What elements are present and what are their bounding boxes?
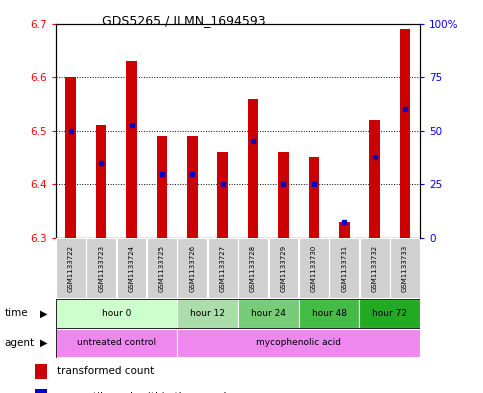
FancyBboxPatch shape [238,239,268,298]
Bar [339,222,350,238]
FancyBboxPatch shape [359,299,420,327]
Text: GSM1133731: GSM1133731 [341,244,347,292]
FancyBboxPatch shape [147,239,177,298]
FancyBboxPatch shape [177,299,238,327]
Text: hour 12: hour 12 [190,309,225,318]
Text: GDS5265 / ILMN_1694593: GDS5265 / ILMN_1694593 [102,14,265,27]
FancyBboxPatch shape [86,239,116,298]
Bar [309,158,319,238]
Text: GSM1133729: GSM1133729 [281,245,286,292]
Bar [156,136,167,238]
Text: agent: agent [5,338,35,348]
Text: ▶: ▶ [40,309,47,318]
FancyBboxPatch shape [329,239,359,298]
Bar [400,29,411,238]
Text: GSM1133730: GSM1133730 [311,244,317,292]
Text: GSM1133727: GSM1133727 [220,245,226,292]
FancyBboxPatch shape [299,239,329,298]
Bar [126,61,137,238]
FancyBboxPatch shape [177,329,420,357]
Text: GSM1133725: GSM1133725 [159,245,165,292]
Text: GSM1133733: GSM1133733 [402,244,408,292]
FancyBboxPatch shape [298,299,359,327]
Text: mycophenolic acid: mycophenolic acid [256,338,341,347]
FancyBboxPatch shape [177,239,207,298]
FancyBboxPatch shape [56,299,177,327]
Text: hour 48: hour 48 [312,309,346,318]
Text: untreated control: untreated control [77,338,156,347]
FancyBboxPatch shape [390,239,420,298]
Text: hour 0: hour 0 [101,309,131,318]
Bar [35,389,47,393]
Text: GSM1133724: GSM1133724 [128,245,135,292]
FancyBboxPatch shape [360,239,389,298]
FancyBboxPatch shape [116,239,146,298]
Text: hour 72: hour 72 [372,309,407,318]
Bar [369,120,380,238]
FancyBboxPatch shape [208,239,238,298]
Bar [187,136,198,238]
Text: transformed count: transformed count [57,366,154,376]
Bar [65,77,76,238]
Text: percentile rank within the sample: percentile rank within the sample [57,392,232,393]
Bar [248,99,258,238]
Text: hour 24: hour 24 [251,309,286,318]
Bar [35,364,47,379]
Text: GSM1133726: GSM1133726 [189,245,195,292]
Text: time: time [5,309,28,318]
Text: GSM1133722: GSM1133722 [68,245,74,292]
FancyBboxPatch shape [238,299,298,327]
Bar [217,152,228,238]
FancyBboxPatch shape [269,239,298,298]
Text: GSM1133728: GSM1133728 [250,245,256,292]
Text: GSM1133732: GSM1133732 [371,245,378,292]
FancyBboxPatch shape [56,239,85,298]
Text: GSM1133723: GSM1133723 [98,245,104,292]
Bar [96,125,106,238]
FancyBboxPatch shape [56,329,177,357]
Text: ▶: ▶ [40,338,47,348]
Bar [278,152,289,238]
